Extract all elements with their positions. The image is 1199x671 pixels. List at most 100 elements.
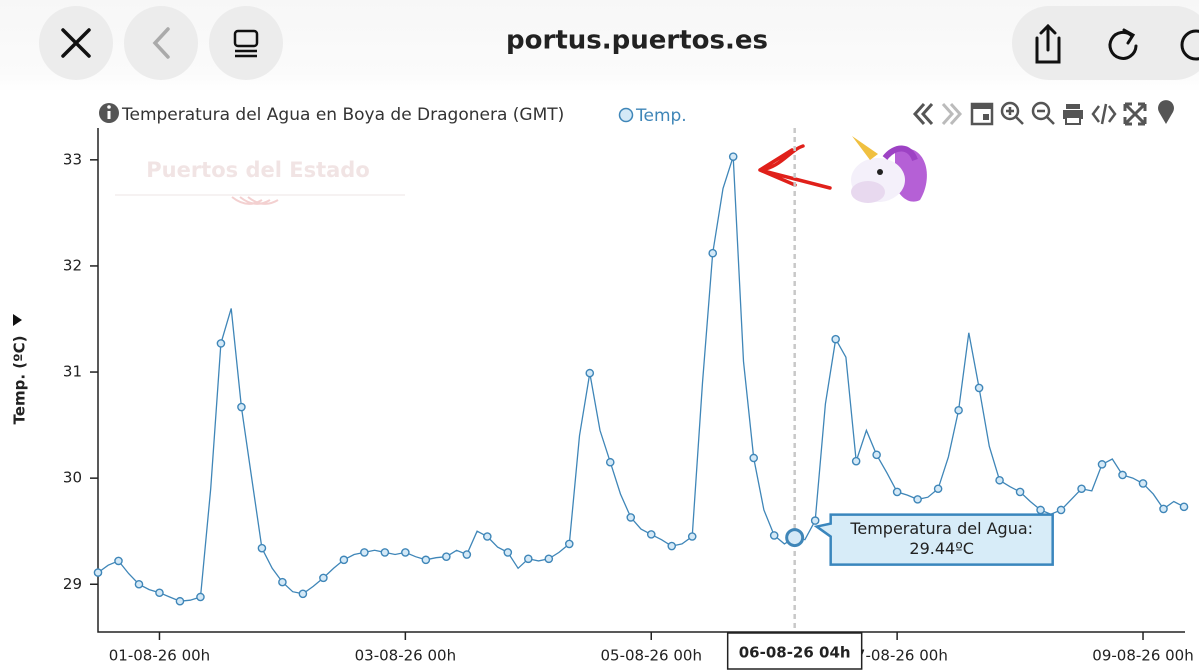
data-point xyxy=(626,513,636,522)
y-tick-label: 32 xyxy=(63,256,82,274)
data-point xyxy=(155,588,164,598)
back-button[interactable] xyxy=(124,6,198,80)
data-point xyxy=(708,248,718,258)
browser-bar xyxy=(0,0,1199,92)
legend-label: Temp. xyxy=(635,106,687,126)
x-tick-label: 03-08-26 00h xyxy=(355,647,456,665)
data-point xyxy=(442,552,451,561)
legend-item[interactable]: Temp. xyxy=(618,106,687,126)
data-point xyxy=(524,554,533,564)
data-point xyxy=(1015,487,1025,497)
x-tick-label: 07-08-26 00h xyxy=(846,647,947,665)
data-point xyxy=(196,592,205,602)
watermark-logo xyxy=(231,196,279,205)
crosshair-label-box xyxy=(726,632,863,670)
toolbar-next[interactable] xyxy=(941,102,963,126)
data-point xyxy=(687,532,697,541)
toolbar-location[interactable] xyxy=(1158,100,1174,124)
data-point xyxy=(380,548,390,557)
tabs-button[interactable] xyxy=(209,6,283,80)
data-point xyxy=(974,383,984,393)
toolbar-zoom-out[interactable] xyxy=(1031,101,1055,125)
share-button[interactable] xyxy=(1035,23,1061,64)
data-point xyxy=(421,555,431,565)
data-point xyxy=(728,152,738,161)
data-point xyxy=(544,554,554,564)
data-point xyxy=(872,450,881,460)
y-axis-label: Temp. (ºC) xyxy=(11,336,29,425)
annotation-arrow xyxy=(758,144,832,190)
x-tick-label: 09-08-26 00h xyxy=(1092,647,1193,665)
toolbar-zoom-in[interactable] xyxy=(1000,101,1024,125)
plot: 29 30 31 32 33 01-08-26 00h 03-08-26 00h 05-08-… xyxy=(63,150,1194,664)
data-point xyxy=(831,334,840,344)
data-point xyxy=(585,368,595,378)
data-point xyxy=(1179,502,1189,512)
chart-title: Temperatura del Agua en Boya de Dragoner… xyxy=(121,105,564,125)
y-tick-label: 33 xyxy=(63,150,82,168)
tooltip-title: Temperatura del Agua: xyxy=(849,519,1033,538)
info-icon[interactable] xyxy=(99,103,119,123)
y-tick-label: 31 xyxy=(63,363,82,381)
close-button[interactable] xyxy=(39,6,113,80)
data-point xyxy=(1056,505,1066,515)
toolbar xyxy=(912,100,1174,126)
data-point xyxy=(667,541,677,551)
data-point xyxy=(298,589,308,599)
data-point xyxy=(892,487,902,497)
data-point xyxy=(134,579,144,589)
data-point xyxy=(216,339,226,348)
hover-point xyxy=(785,528,805,548)
toolbar-prev[interactable] xyxy=(912,102,934,126)
action-group xyxy=(1012,6,1199,80)
data-point xyxy=(1118,470,1127,480)
data-point xyxy=(114,556,123,566)
data-point xyxy=(319,573,328,583)
legend-marker xyxy=(618,107,634,123)
data-point xyxy=(564,539,574,549)
data-point xyxy=(237,402,246,412)
data-point xyxy=(401,548,410,557)
data-point xyxy=(995,475,1004,485)
data-point xyxy=(605,457,615,467)
x-tick-label: 01-08-26 00h xyxy=(109,647,210,665)
data-point xyxy=(503,548,513,557)
data-point xyxy=(646,530,656,539)
toolbar-calendar[interactable] xyxy=(970,102,994,126)
data-point xyxy=(278,577,287,587)
data-point xyxy=(1138,479,1148,488)
axis-toggle[interactable] xyxy=(13,314,22,326)
data-point xyxy=(360,548,369,557)
data-point xyxy=(1077,484,1086,494)
data-point xyxy=(483,532,492,541)
axis-lines xyxy=(97,128,1185,633)
data-point xyxy=(175,596,185,606)
y-tick-label: 30 xyxy=(63,469,82,487)
watermark: Puertos del Estado xyxy=(146,158,370,182)
data-point xyxy=(339,555,349,565)
data-point xyxy=(810,516,820,525)
crosshair-label: 06-08-26 04h xyxy=(739,644,851,662)
data-point xyxy=(93,568,103,577)
data-point xyxy=(851,456,861,466)
toolbar-code[interactable] xyxy=(1091,103,1117,125)
toolbar-print[interactable] xyxy=(1063,104,1083,125)
x-tick-label: 05-08-26 00h xyxy=(601,647,702,665)
data-point xyxy=(462,550,472,559)
data-point xyxy=(1097,460,1107,469)
reload-button[interactable] xyxy=(1108,28,1138,60)
data-point xyxy=(954,405,963,415)
data-point xyxy=(1159,504,1168,514)
y-tick-label: 29 xyxy=(63,575,82,593)
extra-button[interactable] xyxy=(1180,29,1199,61)
toolbar-fullscreen[interactable] xyxy=(1123,102,1147,126)
data-point xyxy=(933,484,943,494)
data-point xyxy=(257,543,267,553)
unicorn-sticker xyxy=(851,136,927,203)
data-point xyxy=(1036,505,1045,515)
url: portus.puertos.es xyxy=(506,26,768,56)
data-point xyxy=(769,531,779,540)
data-point xyxy=(913,495,922,504)
data-point xyxy=(749,453,758,463)
